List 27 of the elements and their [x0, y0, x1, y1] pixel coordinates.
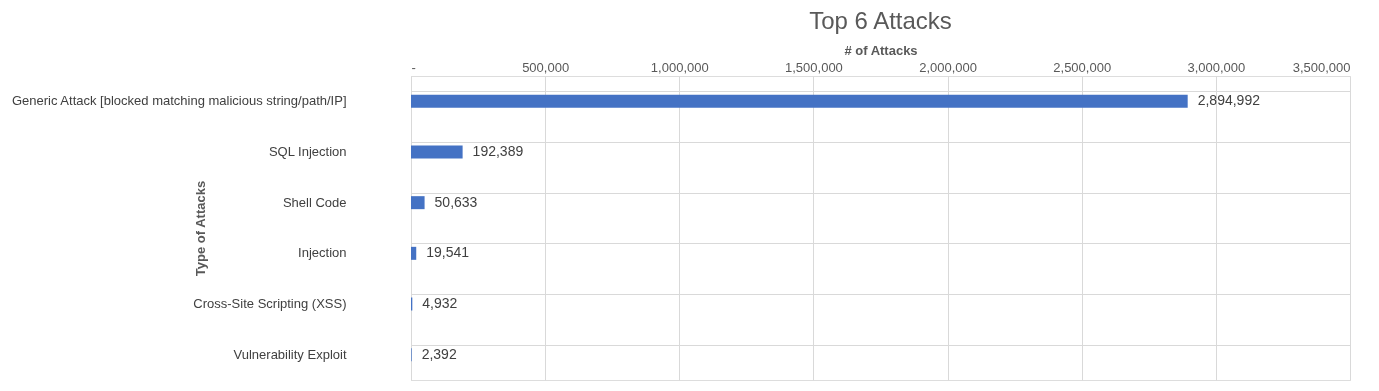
- x-tick-label: 3,000,000: [1187, 59, 1246, 75]
- y-tick-label: Vulnerability Exploit: [233, 346, 347, 362]
- data-label: 4,932: [422, 295, 458, 311]
- y-tick-label: SQL Injection: [268, 144, 347, 159]
- data-label: 2,894,992: [1197, 92, 1261, 109]
- bar: [411, 145, 463, 159]
- y-tick-label: Shell Code: [282, 194, 347, 210]
- y-tick-label: Generic Attack [blocked matching malicious string/path/IP]: [11, 93, 347, 109]
- x-tick-label: 1,000,000: [650, 59, 709, 75]
- y-tick-label: Injection: [298, 245, 347, 261]
- data-label: 19,541: [426, 244, 470, 261]
- bar: [411, 94, 1188, 108]
- x-axis-title: # of Attacks: [844, 42, 918, 58]
- bar: [411, 196, 425, 210]
- data-label: 192,389: [472, 143, 524, 159]
- x-tick-label: -: [411, 59, 416, 75]
- y-tick-label: Cross-Site Scripting (XSS): [193, 296, 347, 311]
- x-tick-label: 500,000: [522, 59, 570, 75]
- x-tick-label: 3,500,000: [1292, 59, 1351, 75]
- chart-title: Top 6 Attacks: [809, 7, 952, 34]
- x-tick-label: 1,500,000: [785, 59, 843, 75]
- bar: [411, 246, 417, 260]
- y-axis-title: Type of Attacks: [192, 180, 208, 277]
- x-tick-label: 2,000,000: [919, 59, 977, 75]
- x-tick-label: 2,500,000: [1053, 59, 1112, 75]
- data-label: 2,392: [421, 345, 457, 362]
- data-label: 50,633: [434, 193, 478, 210]
